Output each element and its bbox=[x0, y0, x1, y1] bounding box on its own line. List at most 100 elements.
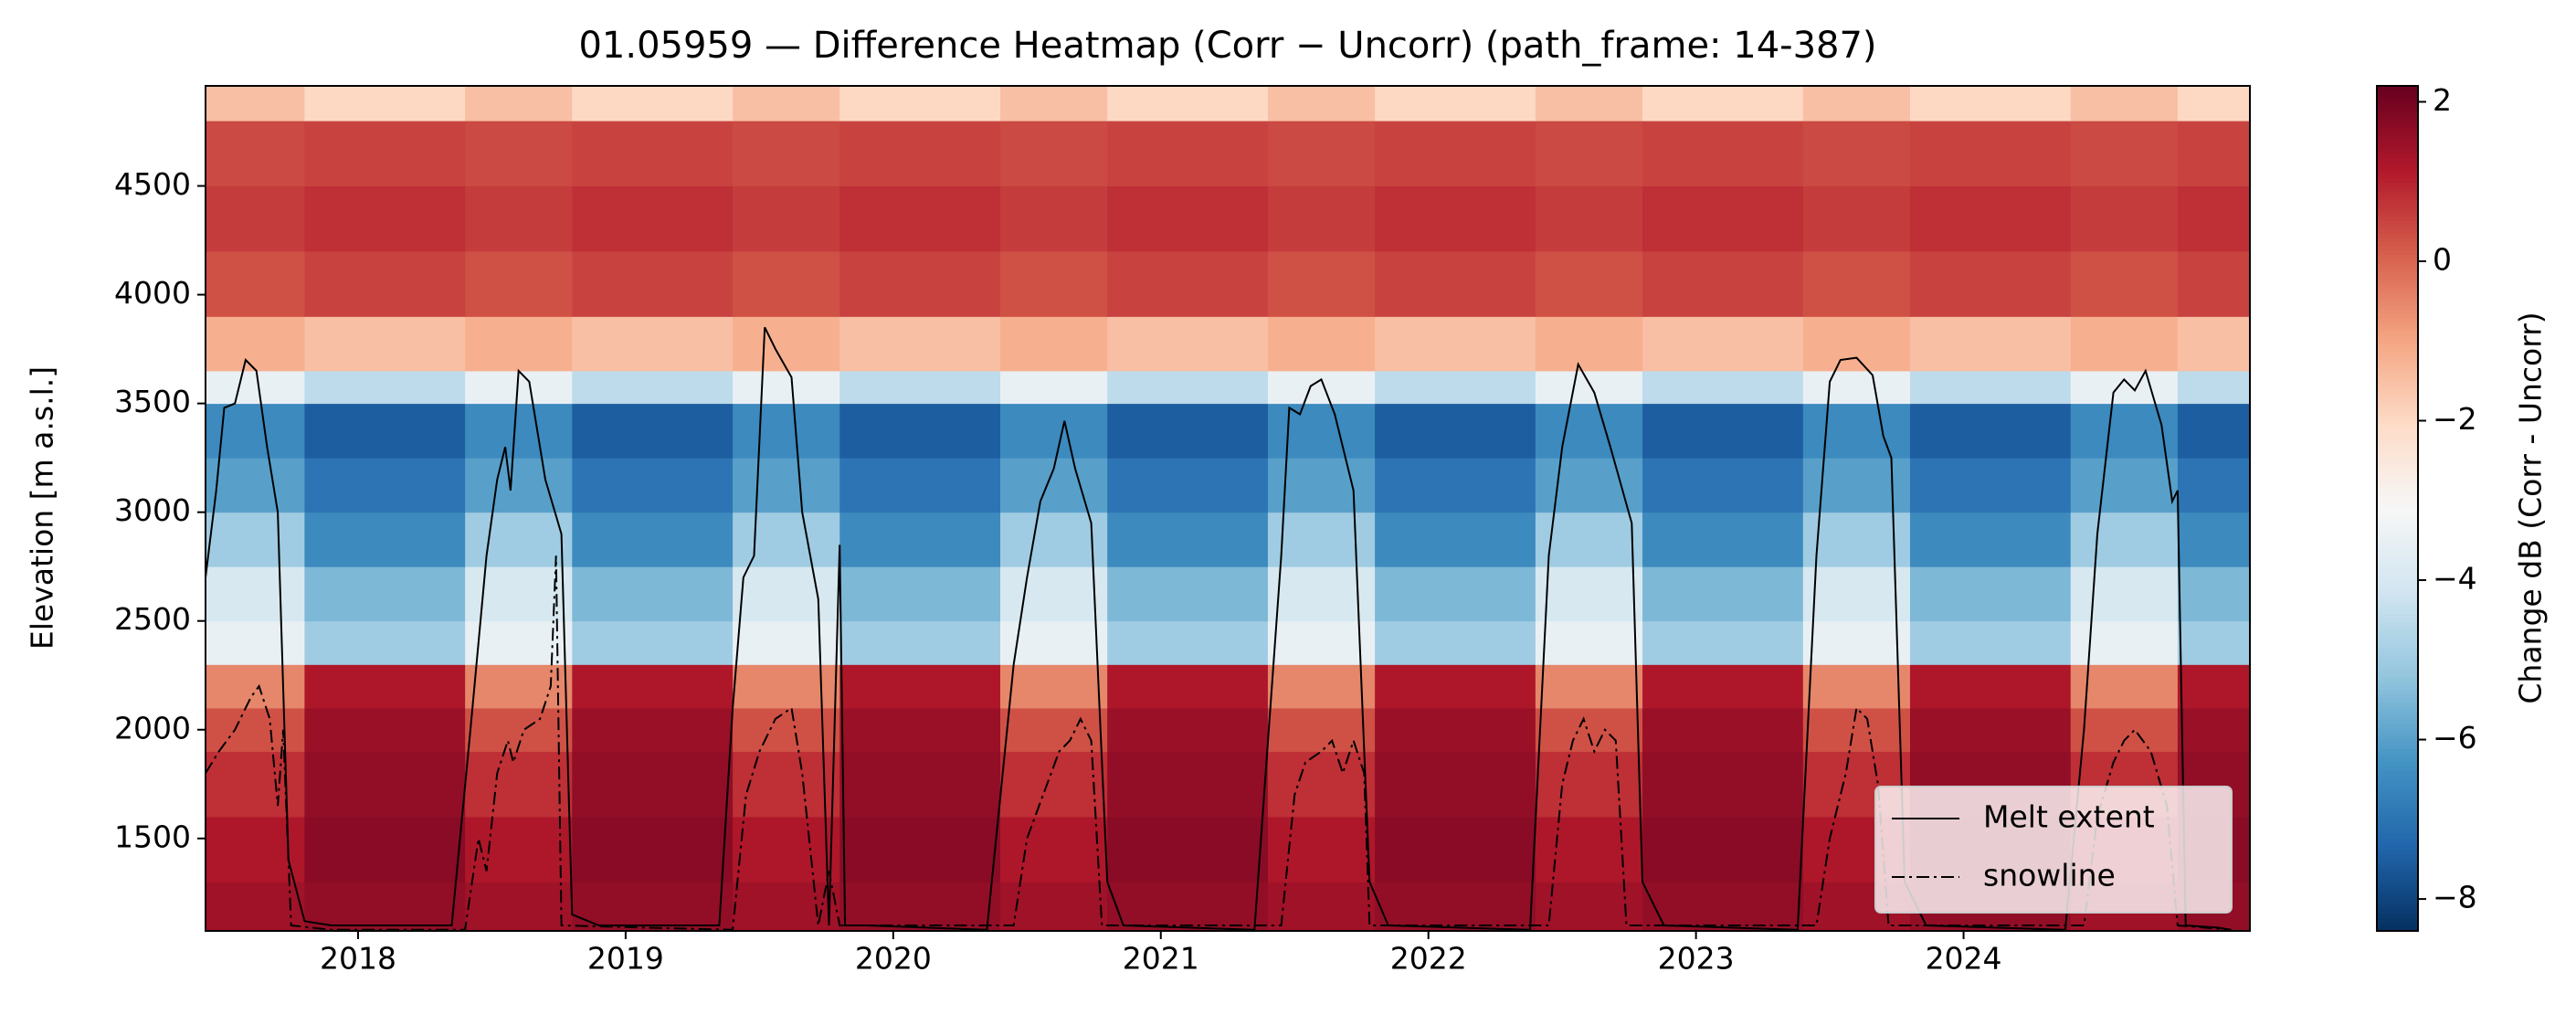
heatmap-cell bbox=[1802, 620, 1911, 665]
heatmap-cell bbox=[465, 185, 573, 252]
colorbar-segment bbox=[2377, 153, 2418, 159]
colorbar-segment bbox=[2377, 204, 2418, 209]
colorbar-segment bbox=[2377, 914, 2418, 919]
colorbar-segment bbox=[2377, 174, 2418, 180]
heatmap-cell bbox=[1267, 817, 1376, 882]
colorbar-segment bbox=[2377, 525, 2418, 531]
colorbar-segment bbox=[2377, 500, 2418, 505]
heatmap-cell bbox=[1000, 620, 1108, 665]
heatmap-cell bbox=[733, 250, 840, 317]
heatmap-cell bbox=[465, 316, 573, 372]
colorbar-segment bbox=[2377, 926, 2418, 932]
heatmap-cell bbox=[1375, 250, 1536, 317]
heatmap-cell bbox=[2177, 664, 2250, 709]
colorbar-segment bbox=[2377, 719, 2418, 724]
heatmap-cell bbox=[304, 512, 466, 567]
colorbar-segment bbox=[2377, 263, 2418, 269]
colorbar-segment bbox=[2377, 407, 2418, 412]
colorbar-segment bbox=[2377, 107, 2418, 112]
colorbar-segment bbox=[2377, 580, 2418, 586]
heatmap-cell bbox=[839, 86, 1001, 122]
colorbar-tick-label: −4 bbox=[2433, 561, 2477, 597]
heatmap-cell bbox=[206, 458, 305, 513]
heatmap-cell bbox=[2070, 370, 2179, 405]
colorbar-segment bbox=[2377, 238, 2418, 243]
heatmap-cell bbox=[206, 620, 305, 665]
heatmap-cell bbox=[304, 403, 466, 459]
colorbar-segment bbox=[2377, 305, 2418, 311]
heatmap-cell bbox=[839, 566, 1001, 622]
colorbar-segment bbox=[2377, 331, 2418, 336]
y-tick-label: 3500 bbox=[114, 384, 191, 419]
colorbar-segment bbox=[2377, 120, 2418, 125]
colorbar-segment bbox=[2377, 854, 2418, 860]
y-tick-label: 1500 bbox=[114, 819, 191, 854]
colorbar-segment bbox=[2377, 98, 2418, 104]
heatmap-cell bbox=[1535, 250, 1643, 317]
x-tick-label: 2023 bbox=[1658, 941, 1735, 977]
colorbar-segment bbox=[2377, 86, 2418, 91]
heatmap-cell bbox=[1000, 403, 1108, 459]
colorbar-segment bbox=[2377, 90, 2418, 95]
series-line bbox=[206, 326, 2232, 931]
y-tick-label: 2500 bbox=[114, 601, 191, 637]
y-tick-label: 4500 bbox=[114, 166, 191, 202]
colorbar-segment bbox=[2377, 690, 2418, 695]
colorbar-segment bbox=[2377, 846, 2418, 851]
heatmap-cell bbox=[206, 566, 305, 622]
colorbar-segment bbox=[2377, 157, 2418, 163]
heatmap-cell bbox=[839, 250, 1001, 317]
heatmap-cell bbox=[1267, 86, 1376, 122]
colorbar-segment bbox=[2377, 601, 2418, 607]
colorbar-segment bbox=[2377, 766, 2418, 771]
colorbar-segment bbox=[2377, 128, 2418, 133]
heatmap-cell bbox=[1107, 512, 1269, 567]
heatmap-cell bbox=[304, 620, 466, 665]
heatmap-cell bbox=[2070, 620, 2179, 665]
colorbar-segment bbox=[2377, 318, 2418, 323]
heatmap-cell bbox=[2070, 185, 2179, 252]
colorbar-segment bbox=[2377, 757, 2418, 763]
heatmap-cell bbox=[304, 751, 466, 818]
colorbar-segment bbox=[2377, 94, 2418, 100]
colorbar-segment bbox=[2377, 246, 2418, 251]
heatmap-cell bbox=[1375, 458, 1536, 513]
heatmap-cell bbox=[733, 664, 840, 709]
heatmap-cell bbox=[1802, 316, 1911, 372]
heatmap-cell bbox=[206, 121, 305, 187]
heatmap-cell bbox=[572, 458, 734, 513]
heatmap-cell bbox=[1000, 316, 1108, 372]
colorbar-segment bbox=[2377, 322, 2418, 328]
heatmap-cell bbox=[572, 751, 734, 818]
heatmap-cell bbox=[304, 817, 466, 882]
colorbar-segment bbox=[2377, 495, 2418, 501]
colorbar-segment bbox=[2377, 373, 2418, 378]
heatmap-cell bbox=[1267, 370, 1376, 405]
colorbar-segment bbox=[2377, 534, 2418, 539]
heatmap-cell bbox=[572, 370, 734, 405]
y-axis-label: Elevation [m a.s.l.] bbox=[25, 366, 60, 650]
colorbar-segment bbox=[2377, 162, 2418, 167]
colorbar-segment bbox=[2377, 208, 2418, 214]
heatmap-cell bbox=[1267, 316, 1376, 372]
colorbar-segment bbox=[2377, 521, 2418, 526]
colorbar-segment bbox=[2377, 664, 2418, 670]
heatmap-cell bbox=[1267, 185, 1376, 252]
colorbar-segment bbox=[2377, 808, 2418, 814]
colorbar-segment bbox=[2377, 326, 2418, 332]
heatmap-cell bbox=[1107, 817, 1269, 882]
colorbar-segment bbox=[2377, 390, 2418, 396]
heatmap-cell bbox=[1909, 370, 2072, 405]
colorbar-tick-label: −2 bbox=[2433, 401, 2477, 437]
colorbar-segment bbox=[2377, 918, 2418, 924]
colorbar-segment bbox=[2377, 191, 2418, 196]
colorbar-segment bbox=[2377, 334, 2418, 341]
colorbar-segment bbox=[2377, 609, 2418, 615]
heatmap-cell bbox=[2070, 316, 2179, 372]
colorbar-segment bbox=[2377, 588, 2418, 594]
heatmap-cell bbox=[1267, 620, 1376, 665]
heatmap-cell bbox=[2177, 121, 2250, 187]
heatmap-cell bbox=[1375, 185, 1536, 252]
colorbar-segment bbox=[2377, 386, 2418, 391]
colorbar-segment bbox=[2377, 284, 2418, 290]
